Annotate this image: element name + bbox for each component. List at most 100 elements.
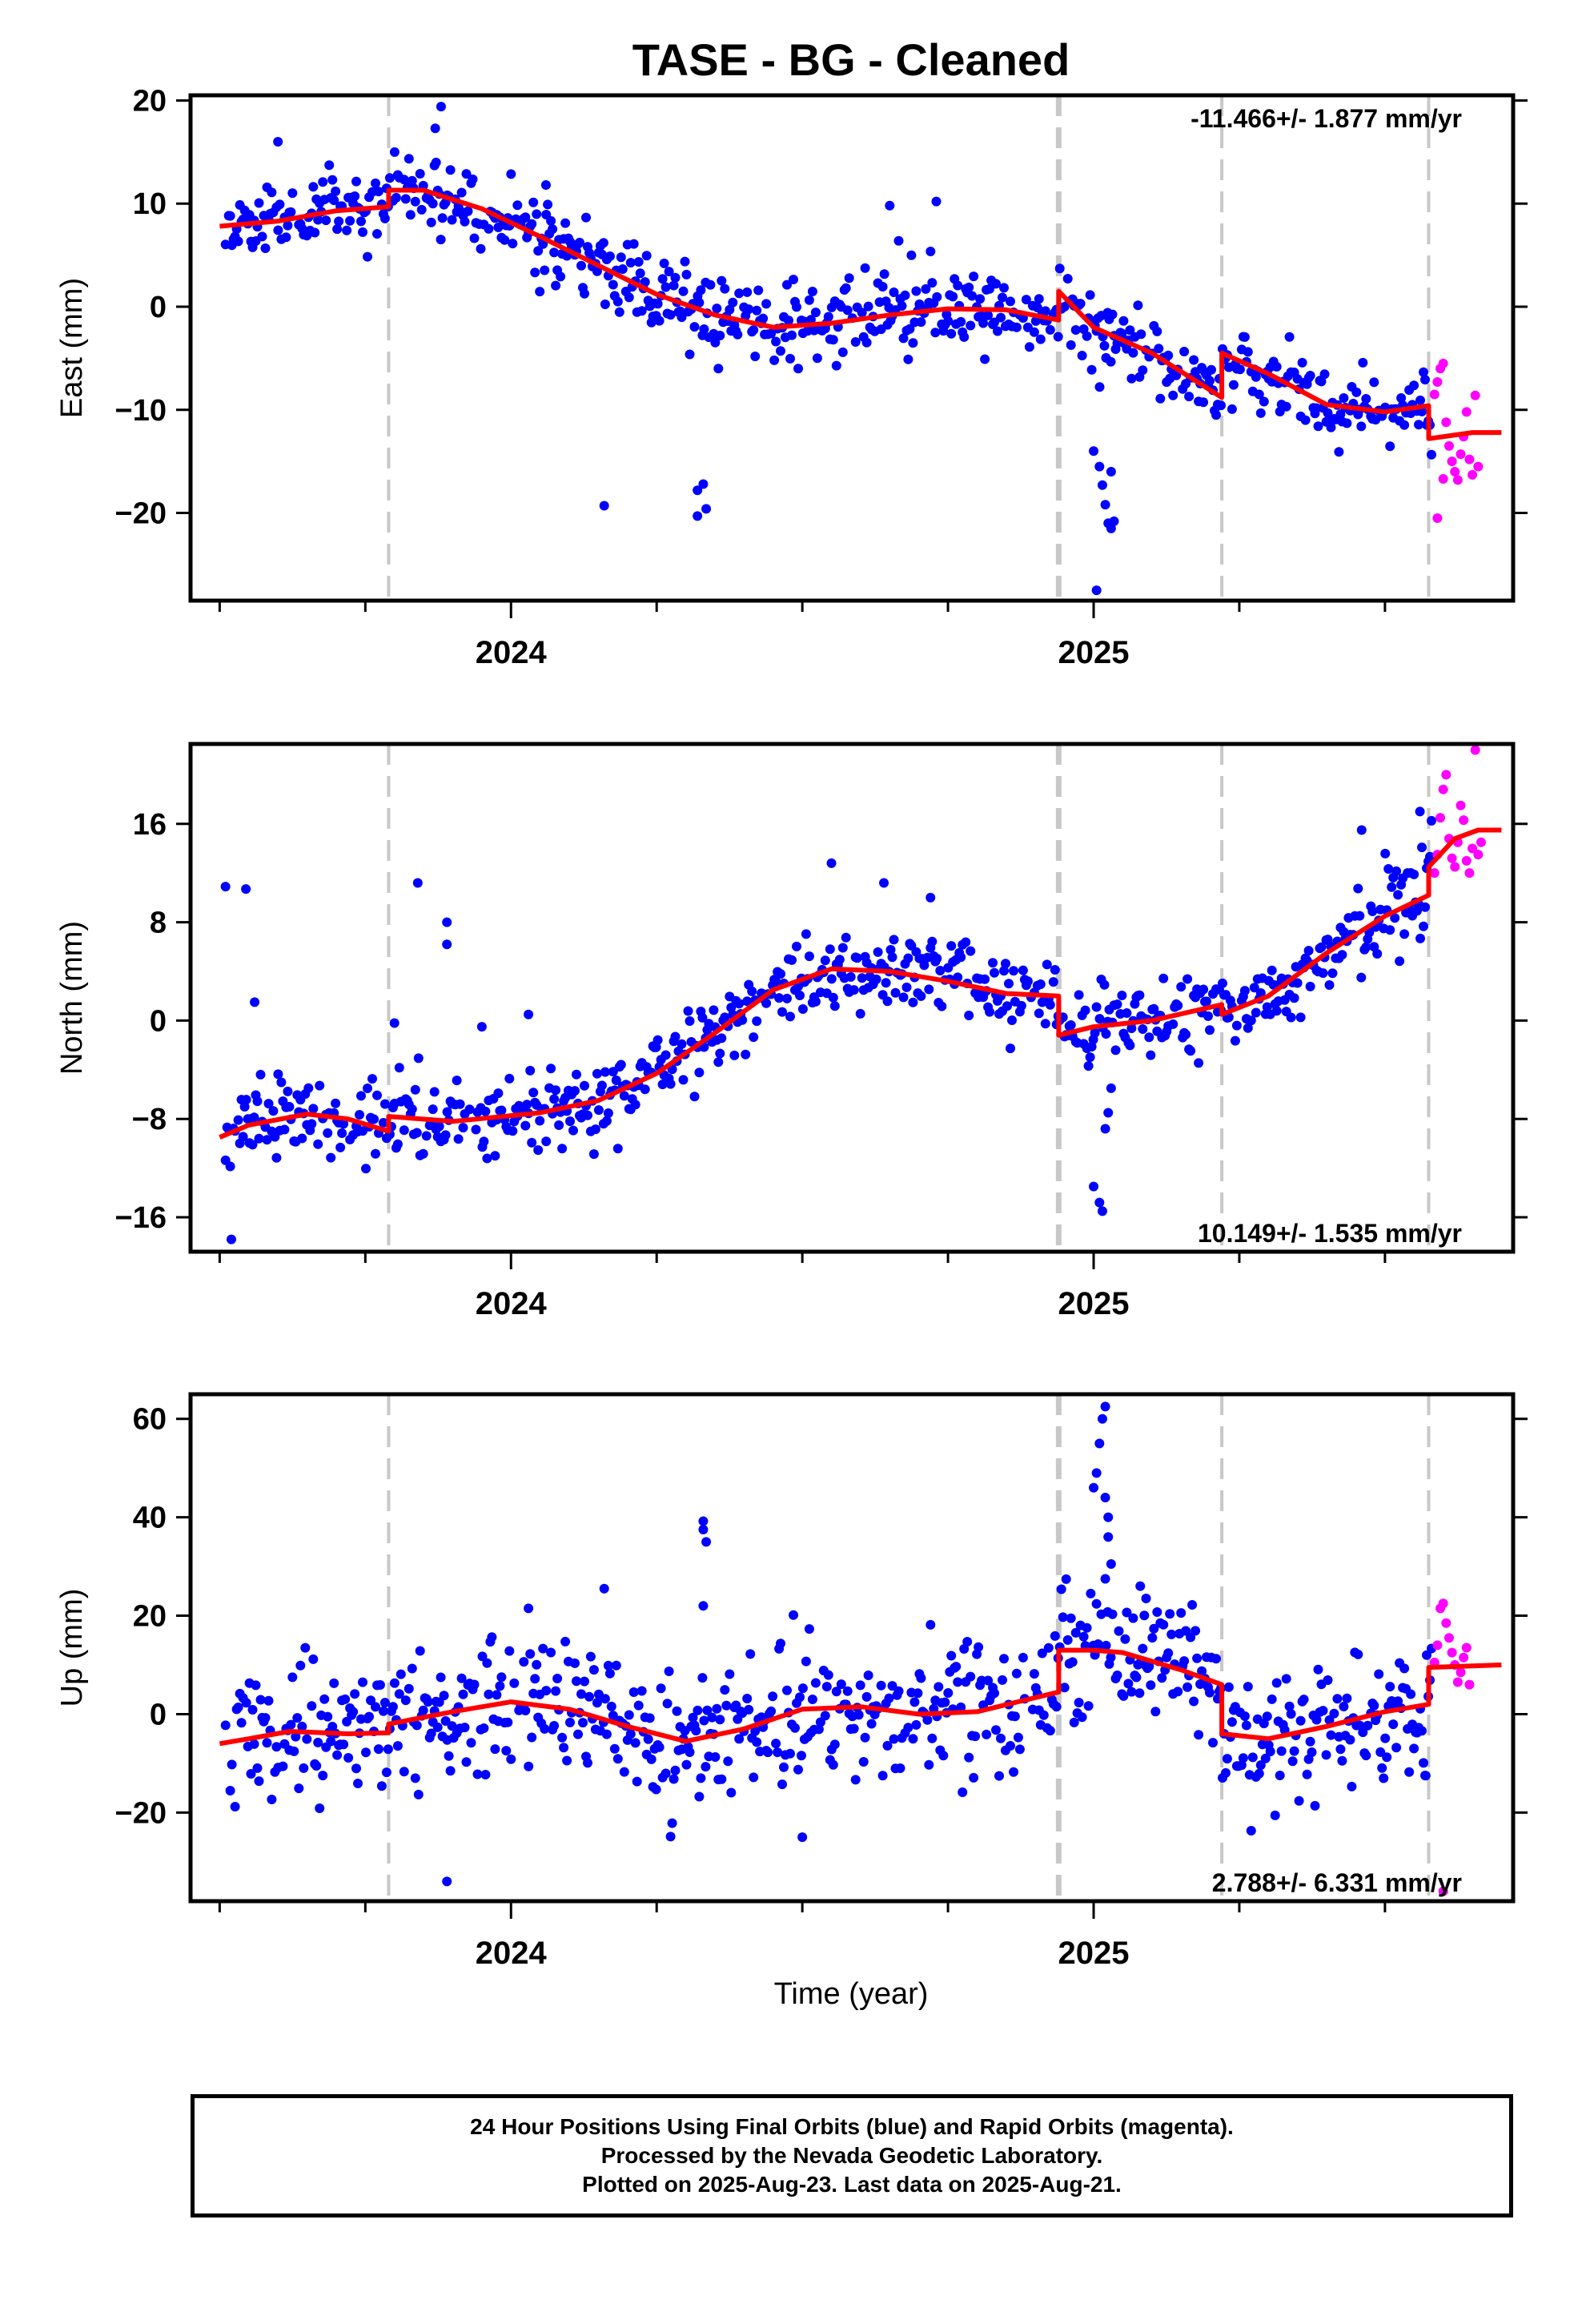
final-orbit-point — [1271, 1006, 1282, 1016]
final-orbit-point — [590, 1124, 600, 1135]
final-orbit-point — [774, 993, 785, 1003]
final-orbit-point — [379, 1099, 390, 1109]
final-orbit-point — [911, 286, 921, 296]
final-orbit-point — [426, 1728, 436, 1739]
final-orbit-point — [667, 1818, 677, 1828]
final-orbit-point — [348, 1707, 359, 1717]
final-orbit-point — [677, 312, 687, 323]
final-orbit-point — [345, 215, 355, 226]
y-tick-label: 8 — [150, 907, 167, 940]
final-orbit-point — [1208, 1738, 1218, 1748]
final-orbit-point — [484, 223, 494, 234]
final-orbit-point — [225, 1786, 235, 1795]
final-orbit-point — [313, 1139, 323, 1149]
plot-frame — [188, 742, 1516, 1254]
final-orbit-point — [353, 1779, 363, 1788]
final-orbit-point — [1083, 1061, 1094, 1072]
final-orbit-point — [241, 1095, 251, 1105]
final-orbit-point — [826, 858, 837, 868]
final-orbit-point — [1189, 355, 1199, 365]
final-orbit-point — [946, 328, 957, 339]
final-orbit-point — [464, 1104, 475, 1115]
final-orbit-point — [825, 944, 835, 955]
final-orbit-point — [983, 310, 994, 320]
rapid-orbit-point — [1438, 1598, 1448, 1609]
final-orbit-point — [378, 1118, 388, 1128]
final-orbit-point — [926, 247, 936, 256]
y-tick-label: 0 — [150, 1698, 167, 1731]
final-orbit-point — [1150, 1707, 1161, 1717]
final-orbit-point — [713, 1057, 724, 1068]
final-orbit-point — [520, 1706, 531, 1715]
final-orbit-point — [442, 1107, 452, 1117]
final-orbit-point — [810, 308, 821, 318]
panel-east: 20 10 0 −10 −20 2024 2025 East (mm) -11.466+/- 1… — [55, 84, 1528, 670]
x-tick-label: 2024 — [476, 635, 548, 670]
final-orbit-point — [1404, 1767, 1415, 1777]
final-orbit-point — [570, 1658, 580, 1668]
final-orbit-point — [297, 1133, 307, 1144]
final-orbit-point — [283, 220, 293, 231]
final-orbit-point — [1251, 1007, 1261, 1018]
final-orbit-point — [323, 1711, 333, 1722]
final-orbit-point — [938, 1751, 949, 1761]
final-orbit-point — [394, 1689, 404, 1699]
final-orbit-point — [1125, 1040, 1135, 1051]
final-orbit-point — [369, 1114, 379, 1124]
final-orbit-point — [1197, 1666, 1207, 1676]
final-orbit-point — [1059, 1683, 1070, 1693]
final-orbit-point — [1110, 1045, 1121, 1055]
final-orbit-point — [961, 937, 971, 947]
final-orbit-point — [1337, 1755, 1347, 1766]
final-orbit-point — [810, 996, 821, 1007]
rapid-orbit-point — [1464, 1679, 1475, 1690]
final-orbit-point — [533, 1145, 544, 1156]
model-fit-line — [219, 1647, 1502, 1747]
final-orbit-point — [447, 215, 457, 225]
final-orbit-point — [313, 215, 323, 225]
final-orbit-point — [1383, 864, 1394, 874]
final-orbit-point — [810, 1678, 821, 1688]
final-orbit-point — [858, 1757, 869, 1767]
final-orbit-point — [455, 1099, 465, 1109]
final-orbit-point — [1181, 1029, 1191, 1039]
final-orbit-point — [1061, 1574, 1071, 1584]
final-orbit-point — [1077, 351, 1087, 360]
final-orbit-point — [1406, 1689, 1416, 1699]
final-orbit-point — [661, 1050, 671, 1060]
final-orbit-point — [560, 1636, 571, 1647]
final-orbit-point — [1050, 965, 1060, 975]
final-orbit-point — [1040, 1019, 1050, 1029]
final-orbit-point — [267, 187, 277, 198]
final-orbit-point — [428, 199, 438, 209]
final-orbit-point — [793, 1764, 803, 1775]
final-orbit-point — [683, 1006, 693, 1016]
final-orbit-point — [247, 1140, 258, 1150]
final-orbit-point — [469, 233, 480, 243]
final-orbit-point — [705, 279, 716, 290]
final-orbit-point — [1100, 1493, 1110, 1503]
final-orbit-point — [247, 1705, 258, 1715]
final-orbit-point — [1300, 415, 1311, 425]
final-orbit-point — [351, 176, 361, 187]
final-orbit-point — [937, 1001, 947, 1011]
final-orbit-point — [255, 1069, 266, 1080]
final-orbit-point — [1179, 1656, 1190, 1667]
final-orbit-point — [251, 1680, 261, 1691]
final-orbit-point — [1356, 825, 1367, 835]
final-orbit-point — [1361, 942, 1371, 952]
final-orbit-point — [606, 1701, 616, 1711]
final-orbit-point — [371, 1148, 380, 1159]
final-orbit-point — [959, 1644, 970, 1654]
final-orbit-point — [1194, 1058, 1204, 1068]
final-orbit-point — [426, 217, 436, 227]
final-orbit-point — [1106, 523, 1116, 533]
final-orbit-point — [1158, 973, 1169, 983]
final-orbit-point — [428, 1104, 438, 1115]
final-orbit-point — [964, 282, 974, 292]
final-orbit-point — [635, 268, 645, 279]
final-orbit-point — [726, 1003, 737, 1013]
final-orbit-point — [990, 967, 999, 978]
final-orbit-point — [233, 1703, 243, 1712]
final-orbit-point — [1043, 1642, 1054, 1653]
